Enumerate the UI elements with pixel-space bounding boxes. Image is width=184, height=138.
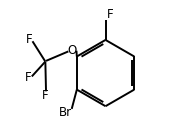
- Text: F: F: [107, 8, 114, 21]
- Text: F: F: [24, 71, 31, 84]
- Text: F: F: [26, 33, 32, 46]
- Text: O: O: [68, 44, 77, 57]
- Text: F: F: [42, 89, 49, 102]
- Text: Br: Br: [58, 106, 72, 120]
